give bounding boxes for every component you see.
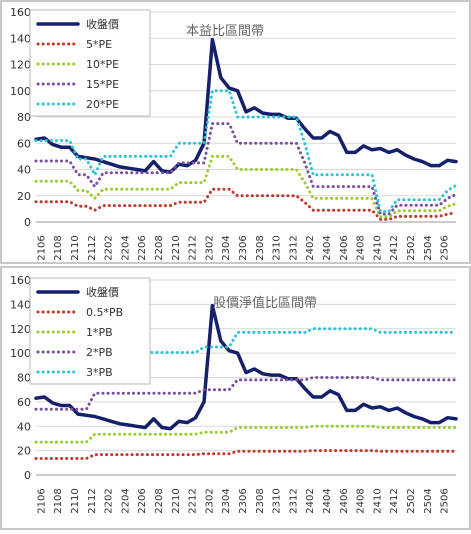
x-tick-label: 2412 — [389, 235, 400, 260]
series-line — [34, 424, 458, 444]
x-tick-label: 2504 — [423, 488, 434, 513]
legend-label: 1*PB — [86, 326, 113, 339]
y-tick-label: 40 — [17, 164, 31, 177]
legend-label: 20*PE — [86, 98, 119, 111]
x-tick-label: 2312 — [288, 488, 299, 513]
x-tick-label: 2506 — [440, 488, 451, 513]
x-tick-label: 2308 — [255, 235, 266, 260]
x-tick-label: 2210 — [171, 488, 182, 513]
x-tick-label: 2410 — [372, 488, 383, 513]
series-line — [34, 376, 458, 411]
y-tick-label: 0 — [24, 216, 31, 229]
x-tick-label: 2502 — [406, 488, 417, 513]
y-tick-label: 160 — [10, 6, 31, 19]
x-tick-label: 2108 — [53, 488, 64, 513]
x-tick-label: 2402 — [305, 235, 316, 260]
y-tick-label: 120 — [10, 323, 31, 336]
x-tick-label: 2202 — [104, 235, 115, 260]
x-tick-label: 2206 — [137, 488, 148, 513]
x-tick-label: 2302 — [204, 488, 215, 513]
legend-label: 收盤價 — [86, 285, 119, 299]
x-tick-label: 2212 — [188, 235, 199, 260]
y-tick-label: 40 — [17, 420, 31, 433]
series-line — [34, 89, 458, 213]
x-tick-label: 2212 — [188, 488, 199, 513]
y-tick-label: 80 — [17, 372, 31, 385]
x-tick-label: 2312 — [288, 235, 299, 260]
series-line — [34, 37, 458, 174]
y-tick-label: 100 — [10, 85, 31, 98]
x-tick-label: 2112 — [87, 235, 98, 260]
legend-box — [29, 277, 151, 385]
x-tick-label: 2410 — [372, 235, 383, 260]
x-tick-label: 2208 — [154, 235, 165, 260]
series-line — [34, 187, 458, 221]
x-tick-label: 2202 — [104, 488, 115, 513]
y-tick-label: 140 — [10, 32, 31, 45]
legend-label: 2*PB — [86, 346, 113, 359]
x-tick-label: 2310 — [272, 488, 283, 513]
y-tick-label: 80 — [17, 111, 31, 124]
x-tick-label: 2412 — [389, 488, 400, 513]
x-tick-label: 2408 — [356, 488, 367, 513]
x-tick-label: 2110 — [70, 488, 81, 513]
x-tick-label: 2306 — [238, 488, 249, 513]
x-tick-label: 2204 — [120, 488, 131, 513]
x-tick-label: 2306 — [238, 235, 249, 260]
y-tick-label: 20 — [17, 190, 31, 203]
legend-label: 收盤價 — [86, 17, 119, 31]
x-tick-label: 2208 — [154, 488, 165, 513]
y-tick-label: 160 — [10, 274, 31, 287]
chart-title: 本益比區間帶 — [186, 24, 264, 39]
x-tick-label: 2404 — [322, 235, 333, 260]
x-tick-label: 2304 — [221, 235, 232, 260]
x-tick-label: 2210 — [171, 235, 182, 260]
y-tick-label: 100 — [10, 347, 31, 360]
legend-label: 3*PB — [86, 366, 113, 379]
series-line — [34, 449, 458, 460]
x-tick-label: 2106 — [36, 488, 47, 513]
x-tick-label: 2206 — [137, 235, 148, 260]
x-tick-label: 2402 — [305, 488, 316, 513]
y-tick-label: 60 — [17, 396, 31, 409]
legend-label: 5*PE — [86, 38, 112, 51]
x-tick-label: 2310 — [272, 235, 283, 260]
x-tick-label: 2502 — [406, 235, 417, 260]
y-tick-label: 0 — [24, 469, 31, 482]
x-tick-label: 2204 — [120, 235, 131, 260]
x-tick-label: 2406 — [339, 488, 350, 513]
x-tick-label: 2404 — [322, 488, 333, 513]
x-tick-label: 2106 — [36, 235, 47, 260]
y-tick-label: 120 — [10, 59, 31, 72]
x-tick-label: 2406 — [339, 235, 350, 260]
x-tick-label: 2308 — [255, 488, 266, 513]
y-tick-label: 60 — [17, 137, 31, 150]
legend-box — [29, 9, 151, 117]
x-tick-label: 2110 — [70, 235, 81, 260]
series-line — [34, 303, 458, 431]
x-tick-label: 2302 — [204, 235, 215, 260]
x-tick-label: 2112 — [87, 488, 98, 513]
x-tick-label: 2304 — [221, 488, 232, 513]
chart-title: 股價淨值比區間帶 — [213, 295, 317, 311]
x-tick-label: 2506 — [440, 235, 451, 260]
legend-label: 10*PE — [86, 58, 119, 71]
series-line — [34, 122, 458, 216]
x-tick-label: 2408 — [356, 235, 367, 260]
y-tick-label: 140 — [10, 298, 31, 311]
x-tick-label: 2108 — [53, 235, 64, 260]
legend-label: 0.5*PB — [86, 306, 123, 319]
legend-label: 15*PE — [86, 78, 119, 91]
y-tick-label: 20 — [17, 445, 31, 458]
series-line — [34, 154, 458, 219]
x-tick-label: 2504 — [423, 235, 434, 260]
